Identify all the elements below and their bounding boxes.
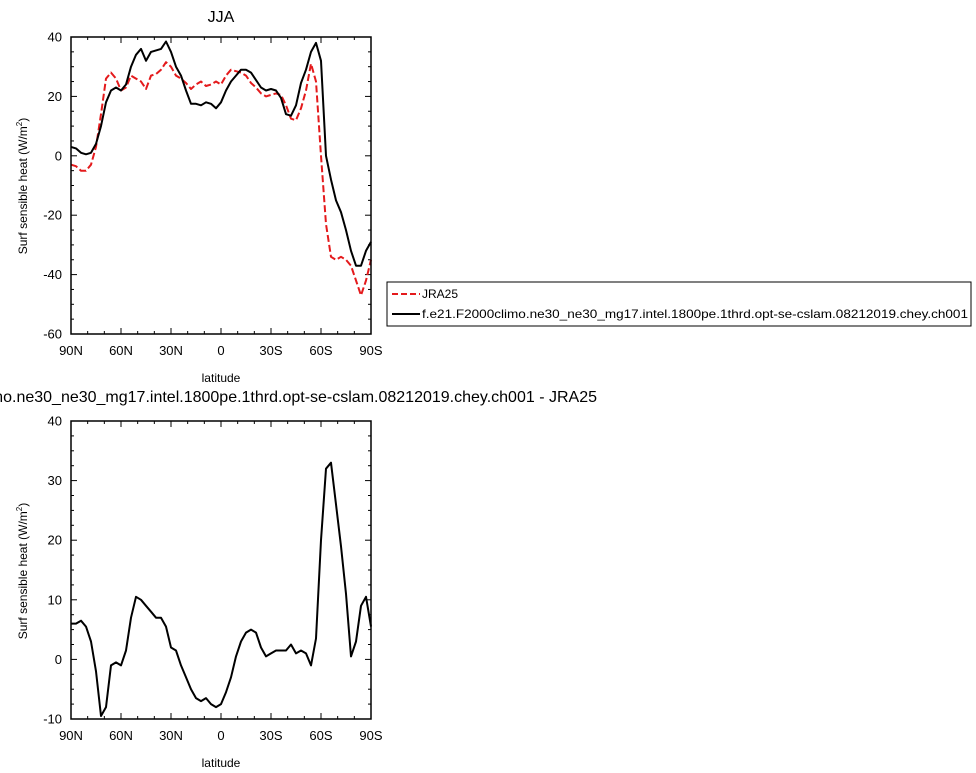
bottom-x-axis-label: latitude: [202, 756, 241, 770]
bottom-plot-frame: [70, 420, 372, 720]
top-y-axis-label-main: Surf sensible heat (W/m: [16, 126, 30, 254]
top-y-axis-label: Surf sensible heat (W/m2): [15, 118, 30, 255]
top-y-tick-labels: 40 20 0 -20 -40 -60: [43, 30, 62, 342]
top-x-axis-label: latitude: [202, 371, 241, 385]
top-y-tick-label: 20: [48, 89, 62, 104]
legend: JRA25 f.e21.F2000climo.ne30_ne30_mg17.in…: [386, 281, 972, 327]
top-x-tick-label: 90N: [59, 343, 83, 358]
bottom-y-axis-label: Surf sensible heat (W/m2): [15, 503, 30, 640]
legend-box: [386, 281, 972, 327]
legend-label-model: f.e21.F2000climo.ne30_ne30_mg17.intel.18…: [422, 307, 968, 321]
bottom-x-tick-label: 90N: [59, 728, 83, 743]
bottom-y-tick-label: 30: [48, 473, 62, 488]
legend-label-jra25: JRA25: [422, 287, 458, 301]
bottom-y-axis-label-close: ): [16, 503, 30, 507]
bottom-panel: f.e21.F2000climo.ne30_ne30_mg17.intel.18…: [0, 389, 597, 770]
top-x-tick-label: 60S: [309, 343, 332, 358]
top-series-line-1: [70, 40, 372, 267]
bottom-y-tick-label: 40: [48, 414, 62, 429]
top-y-tick-label: 0: [55, 148, 62, 163]
bottom-y-axis-label-sup: 2: [15, 506, 24, 511]
bottom-x-tick-label: 60N: [109, 728, 133, 743]
bottom-x-tick-label: 30S: [259, 728, 282, 743]
bottom-x-tick-labels: 90N 60N 30N 0 30S 60S 90S: [59, 728, 383, 743]
bottom-y-tick-label: 20: [48, 533, 62, 548]
top-x-tick-label: 0: [217, 343, 224, 358]
bottom-y-tick-label: -10: [43, 712, 62, 727]
top-x-tick-labels: 90N 60N 30N 0 30S 60S 90S: [59, 343, 383, 358]
top-x-tick-label: 30S: [259, 343, 282, 358]
top-x-tick-label: 60N: [109, 343, 133, 358]
top-y-tick-label: 40: [48, 30, 62, 45]
top-x-tick-label: 90S: [359, 343, 382, 358]
bottom-x-tick-label: 0: [217, 728, 224, 743]
bottom-y-tick-label: 10: [48, 592, 62, 607]
bottom-x-tick-label: 30N: [159, 728, 183, 743]
top-y-tick-label: -40: [43, 267, 62, 282]
bottom-title: f.e21.F2000climo.ne30_ne30_mg17.intel.18…: [0, 389, 597, 406]
bottom-y-axis-label-main: Surf sensible heat (W/m: [16, 511, 30, 639]
top-y-tick-label: -60: [43, 327, 62, 342]
top-series-group: [70, 40, 372, 297]
bottom-x-tick-label: 60S: [309, 728, 332, 743]
top-y-axis-label-sup: 2: [15, 121, 24, 126]
bottom-y-tick-label: 0: [55, 652, 62, 667]
top-plot-frame: [70, 36, 372, 335]
bottom-series-group: [71, 461, 372, 717]
bottom-grid-ticks: [70, 420, 372, 720]
top-grid-ticks: [70, 36, 372, 335]
bottom-x-tick-label: 90S: [359, 728, 382, 743]
top-y-axis-label-close: ): [16, 118, 30, 122]
top-series-line-0: [70, 61, 372, 297]
bottom-series-line-0: [71, 461, 372, 717]
top-panel: JJA 90N 60N 30N 0 30S 60S 90S 40 20 0 -20 -40 -60 l…: [15, 9, 383, 385]
top-x-tick-label: 30N: [159, 343, 183, 358]
top-y-tick-label: -20: [43, 208, 62, 223]
top-title: JJA: [208, 9, 235, 26]
bottom-y-tick-labels: 40 30 20 10 0 -10: [43, 414, 62, 727]
